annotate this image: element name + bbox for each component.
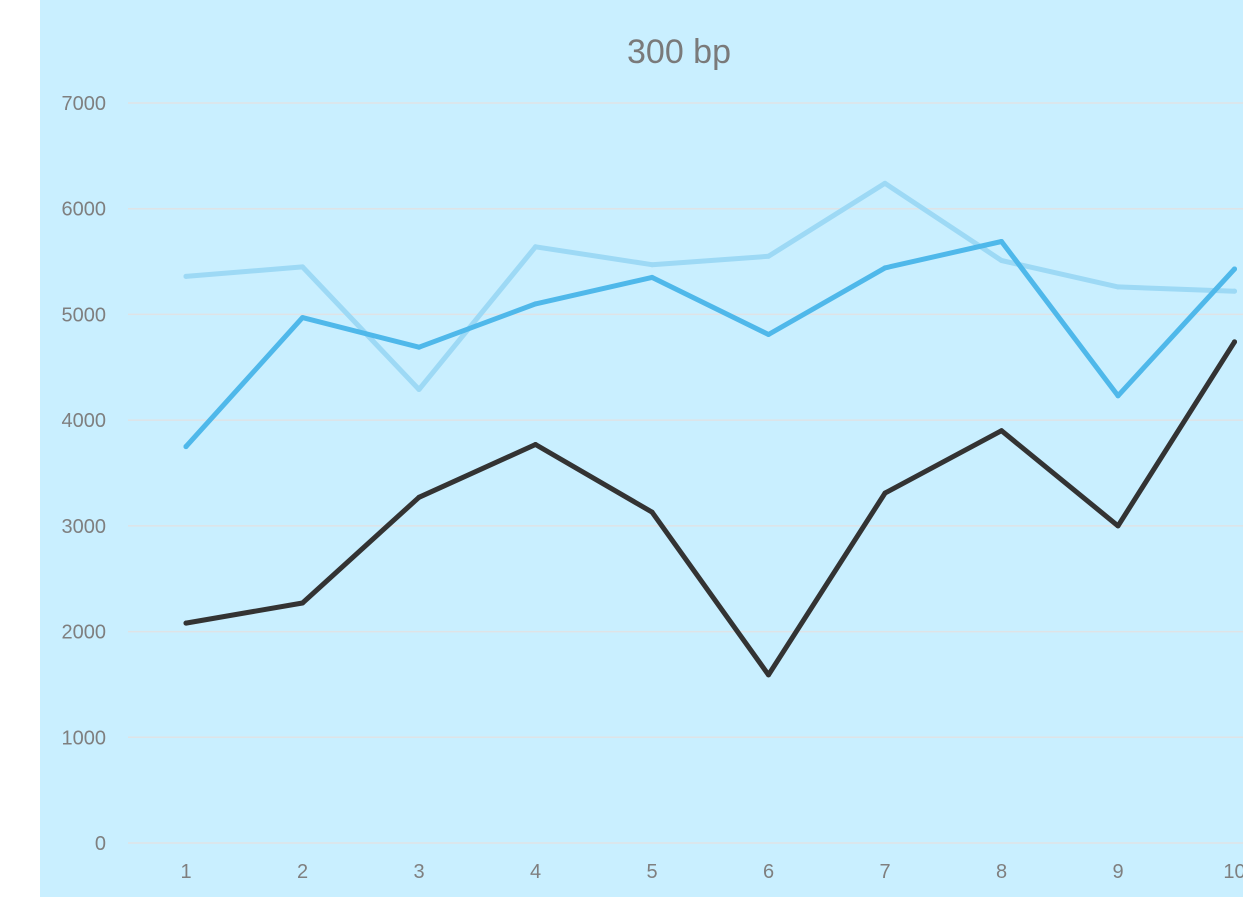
series-3-point (1115, 523, 1121, 529)
series-1-point (416, 386, 422, 392)
x-tick-label: 7 (879, 861, 890, 883)
x-tick-label: 4 (530, 861, 541, 883)
x-tick-label: 2 (297, 861, 308, 883)
series-line-3 (183, 339, 1237, 678)
series-2-point (999, 238, 1004, 244)
series-3-point (649, 509, 655, 515)
series-1-point (649, 262, 655, 268)
series-1-point (999, 258, 1004, 264)
series-3-point (533, 441, 538, 447)
series-2-point (533, 301, 538, 307)
series-3-point (416, 494, 422, 500)
chart-background (40, 0, 1243, 897)
series-3-point (882, 490, 888, 496)
series-2-point (416, 344, 422, 350)
x-tick-label: 8 (996, 861, 1007, 883)
y-tick-label: 6000 (62, 199, 107, 221)
series-2-point (649, 274, 655, 280)
series-lines (183, 180, 1237, 678)
y-tick-label: 7000 (62, 93, 107, 115)
x-tick-label: 6 (763, 861, 774, 883)
series-1-point (183, 273, 189, 279)
chart-subtitle: 300 bp (627, 33, 731, 71)
y-tick-label: 4000 (62, 410, 107, 432)
series-3-point (766, 672, 771, 678)
series-2-point (300, 315, 305, 321)
x-tick-label: 10 (1223, 861, 1243, 883)
series-2-point (1232, 266, 1237, 272)
series-3-point (1232, 339, 1237, 345)
series-2-point (882, 265, 888, 271)
x-tick-label: 9 (1112, 861, 1123, 883)
y-tick-label: 2000 (62, 622, 107, 644)
series-1-point (533, 244, 538, 250)
y-axis-tick-labels: 0 1000 2000 3000 4000 5000 6000 7000 (62, 93, 107, 855)
series-2-point (1115, 393, 1121, 399)
series-1-point (766, 253, 771, 259)
series-3-point (999, 428, 1004, 434)
series-1-point (882, 180, 888, 186)
y-tick-label: 5000 (62, 304, 107, 326)
y-tick-label: 1000 (62, 727, 107, 749)
series-line-1 (183, 180, 1237, 392)
series-1-point (1232, 288, 1237, 294)
x-tick-label: 5 (646, 861, 657, 883)
series-line-2 (183, 239, 1237, 450)
y-tick-label: 3000 (62, 516, 107, 538)
series-3-point (183, 620, 189, 626)
x-axis-tick-labels: 1 2 3 4 5 6 7 8 9 10 (180, 861, 1243, 883)
series-1-point (1115, 284, 1121, 290)
series-1-point (300, 264, 305, 270)
series-2-point (766, 332, 771, 338)
x-tick-label: 3 (413, 861, 424, 883)
gridlines (128, 102, 1243, 844)
y-tick-label: 0 (95, 833, 106, 855)
series-2-point (183, 444, 189, 450)
series-3-point (300, 600, 305, 606)
x-tick-label: 1 (180, 861, 191, 883)
